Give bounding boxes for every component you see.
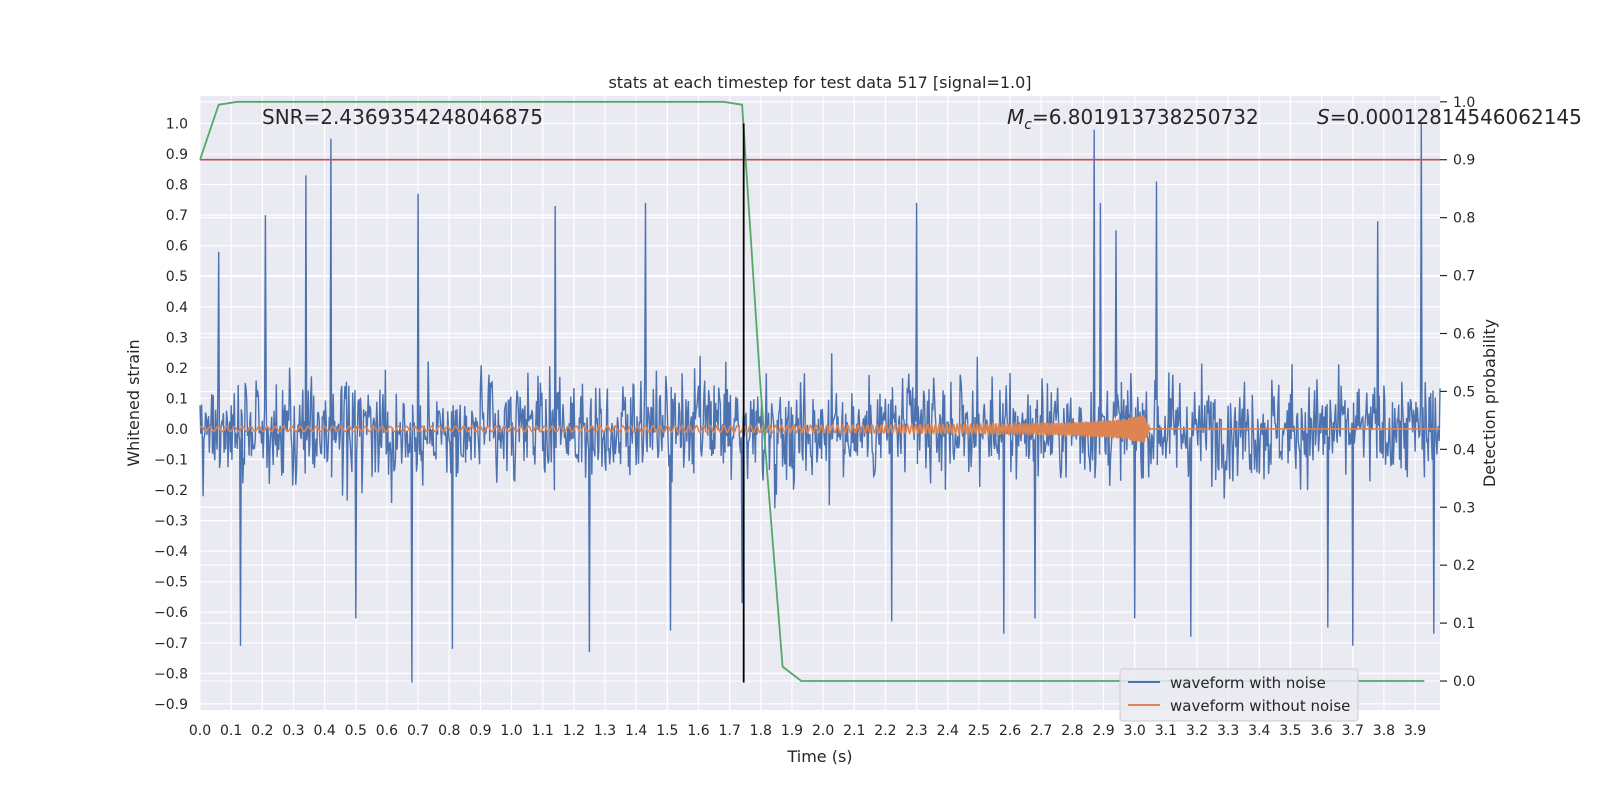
series-detection-probability: [199, 100, 1425, 682]
x-tick-label: 2.8: [1061, 723, 1083, 739]
y-left-tick-label: −0.5: [154, 575, 188, 591]
legend-label-clean: waveform without noise: [1170, 697, 1350, 715]
x-tick-label: 3.4: [1248, 723, 1270, 739]
series-waveform-without-noise: [199, 415, 1440, 443]
y-right-axis-label: Detection probability: [1480, 319, 1499, 487]
x-tick-labels: 0.0 0.1 0.2 0.3 0.4 0.5 0.6 0.7 0.8 0.9 1.0 1.1 1.2 1…: [189, 723, 1426, 739]
x-tick-label: 1.9: [781, 723, 803, 739]
snr-annotation: SNR=2.4369354248046875: [262, 105, 543, 129]
x-tick-label: 3.8: [1373, 723, 1395, 739]
x-tick-label: 1.5: [656, 723, 678, 739]
x-tick-label: 3.9: [1404, 723, 1426, 739]
chirp-mass-subscript: c: [1024, 117, 1032, 133]
legend: waveform with noise waveform without noi…: [1119, 668, 1359, 722]
x-tick-label: 2.6: [999, 723, 1021, 739]
series-waveform-with-noise: [199, 123, 1441, 683]
y-right-tick-label: 0.3: [1453, 500, 1475, 516]
y-left-tick-label: 0.3: [166, 330, 188, 346]
x-tick-label: 1.0: [500, 723, 522, 739]
y-left-tick-label: 0.6: [166, 239, 188, 255]
y-right-tick-label: 0.9: [1453, 153, 1475, 169]
y-left-tick-label: 0.8: [166, 178, 188, 194]
x-tick-label: 3.3: [1217, 723, 1239, 739]
y-right-tick-label: 0.8: [1453, 211, 1475, 227]
legend-label-noise: waveform with noise: [1170, 674, 1326, 692]
y-left-tick-label: 0.2: [166, 361, 188, 377]
y-left-tick-label: 0.7: [166, 208, 188, 224]
x-tick-label: 1.3: [594, 723, 616, 739]
x-tick-label: 0.7: [407, 723, 429, 739]
clean-trace: [199, 415, 1440, 443]
y-right-tick-label: 0.7: [1453, 269, 1475, 285]
s-value: =0.00012814546062145: [1330, 105, 1582, 129]
plot-background: [200, 96, 1440, 710]
y-left-tick-label: −0.4: [154, 544, 188, 560]
y-right-tick-label: 0.2: [1453, 558, 1475, 574]
x-tick-label: 0.5: [345, 723, 367, 739]
legend-box: [1119, 668, 1359, 722]
x-axis-label: Time (s): [786, 747, 852, 766]
y-left-tick-label: −0.2: [154, 483, 188, 499]
chart-title: stats at each timestep for test data 517…: [608, 73, 1031, 92]
y-left-tick-label: 0.1: [166, 391, 188, 407]
x-tick-label: 0.2: [251, 723, 273, 739]
x-tick-label: 0.0: [189, 723, 211, 739]
x-tick-label: 3.5: [1279, 723, 1301, 739]
x-tick-label: 0.1: [220, 723, 242, 739]
probability-trace: [199, 100, 1425, 682]
y-left-tick-label: −0.6: [154, 605, 188, 621]
chirp-mass-value: =6.801913738250732: [1032, 105, 1259, 129]
x-tick-label: 3.1: [1155, 723, 1177, 739]
y-left-tick-label: −0.9: [154, 697, 188, 713]
y-right-tick-label: 1.0: [1453, 95, 1475, 111]
x-tick-label: 2.1: [843, 723, 865, 739]
x-tick-label: 1.4: [625, 723, 647, 739]
x-tick-label: 3.7: [1342, 723, 1364, 739]
x-tick-label: 0.3: [282, 723, 304, 739]
x-tick-label: 1.6: [687, 723, 709, 739]
noise-trace: [199, 123, 1441, 683]
s-symbol: S: [1317, 105, 1330, 129]
x-tick-label: 0.6: [376, 723, 398, 739]
x-tick-label: 3.0: [1124, 723, 1146, 739]
y-left-tick-label: 1.0: [166, 116, 188, 132]
x-tick-label: 1.1: [532, 723, 554, 739]
y-left-tick-label: 0.5: [166, 269, 188, 285]
y-left-tick-label: −0.1: [154, 453, 188, 469]
y-left-axis-label: Whitened strain: [124, 339, 143, 466]
y-right-tick-label: 0.4: [1453, 442, 1475, 458]
y-left-tick-label: 0.4: [166, 300, 188, 316]
y-left-tick-labels: −0.9 −0.8 −0.7 −0.6 −0.5 −0.4 −0.3 −0.2 −0.1 0.0 0…: [154, 116, 188, 712]
x-tick-label: 0.8: [438, 723, 460, 739]
y-right-tick-label: 0.5: [1453, 384, 1475, 400]
x-tick-label: 3.6: [1310, 723, 1332, 739]
chirp-mass-annotation: Mc=6.801913738250732: [1007, 105, 1259, 133]
y-left-tick-label: 0.0: [166, 422, 188, 438]
x-tick-label: 2.4: [937, 723, 959, 739]
y-left-tick-label: −0.8: [154, 666, 188, 682]
y-right-tick-label: 0.6: [1453, 326, 1475, 342]
y-right-tick-label: 0.1: [1453, 616, 1475, 632]
y-left-tick-label: −0.7: [154, 636, 188, 652]
x-tick-label: 2.2: [874, 723, 896, 739]
x-tick-label: 1.2: [563, 723, 585, 739]
y-left-tick-label: −0.3: [154, 514, 188, 530]
x-tick-label: 0.4: [313, 723, 335, 739]
x-tick-label: 2.7: [1030, 723, 1052, 739]
x-tick-label: 1.8: [750, 723, 772, 739]
y-right-tick-labels: 0.0 0.1 0.2 0.3 0.4 0.5 0.6 0.7 0.8 0.9 1.0: [1440, 95, 1475, 690]
x-tick-label: 0.9: [469, 723, 491, 739]
x-tick-label: 3.2: [1186, 723, 1208, 739]
x-tick-label: 2.0: [812, 723, 834, 739]
y-left-tick-label: 0.9: [166, 147, 188, 163]
s-annotation: S=0.00012814546062145: [1317, 105, 1582, 129]
x-tick-label: 2.9: [1092, 723, 1114, 739]
chirp-mass-symbol: M: [1007, 105, 1024, 129]
x-tick-label: 1.7: [719, 723, 741, 739]
y-right-tick-label: 0.0: [1453, 674, 1475, 690]
x-tick-label: 2.5: [968, 723, 990, 739]
x-tick-label: 2.3: [905, 723, 927, 739]
